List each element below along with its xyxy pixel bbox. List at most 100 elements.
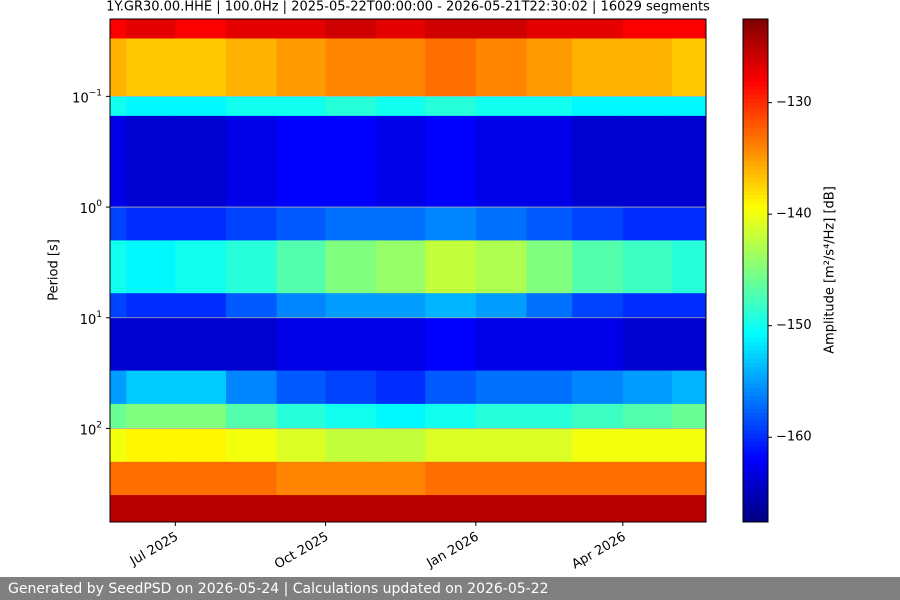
heatmap-cell: [126, 207, 176, 241]
colorbar-step: [743, 425, 768, 431]
heatmap-cell: [572, 370, 624, 405]
heatmap-cell: [475, 317, 527, 372]
heatmap-cell: [325, 293, 377, 319]
x-tick-label: Jan 2026: [424, 530, 482, 572]
colorbar-step: [743, 81, 768, 87]
heatmap-cell: [572, 428, 624, 463]
heatmap-cell: [425, 317, 477, 372]
y-tick-base: 10: [80, 423, 97, 438]
heatmap-cell: [671, 240, 707, 294]
heatmap-cell: [225, 428, 278, 463]
heatmap-cell: [110, 495, 127, 523]
colorbar-step: [743, 56, 768, 62]
colorbar-step: [743, 429, 768, 435]
heatmap-cell: [526, 19, 573, 39]
x-tick-label: Oct 2025: [272, 530, 331, 573]
heatmap-cell: [276, 428, 327, 463]
colorbar-step: [743, 379, 768, 385]
colorbar-step: [743, 299, 768, 305]
heatmap-cell: [475, 370, 527, 405]
y-tick-base: 10: [80, 202, 97, 217]
colorbar-step: [743, 161, 768, 167]
heatmap-cell: [526, 370, 573, 405]
heatmap-cell: [526, 461, 573, 496]
colorbar-step: [743, 77, 768, 83]
colorbar-step: [743, 471, 768, 477]
heatmap-cell: [225, 240, 278, 294]
y-axis-label: Period [s]: [47, 239, 62, 301]
colorbar-step: [743, 463, 768, 469]
heatmap-cell: [671, 461, 707, 496]
heatmap-cell: [526, 96, 573, 117]
y-tick-base: 10: [72, 91, 89, 106]
heatmap-cell: [110, 317, 127, 372]
colorbar-step: [743, 417, 768, 422]
heatmap-cell: [622, 207, 673, 241]
footer-text: Generated by SeedPSD on 2026-05-24 | Cal…: [8, 581, 549, 597]
heatmap-cell: [376, 38, 426, 97]
heatmap-cell: [572, 461, 624, 496]
heatmap-cell: [126, 461, 176, 496]
colorbar-step: [743, 333, 768, 339]
colorbar-step: [743, 421, 768, 427]
colorbar-step: [743, 216, 768, 221]
colorbar-step: [743, 283, 768, 288]
heatmap-cell: [526, 115, 573, 208]
colorbar-step: [743, 65, 768, 70]
colorbar-step: [743, 144, 768, 150]
heatmap-cell: [175, 96, 227, 117]
heatmap-cell: [376, 207, 426, 241]
colorbar-step: [743, 501, 768, 506]
colorbar-step: [743, 438, 768, 443]
heatmap-cell: [622, 370, 673, 405]
heatmap-cell: [225, 495, 278, 523]
colorbar-step: [743, 157, 768, 163]
heatmap-cell: [225, 207, 278, 241]
heatmap-cell: [671, 293, 707, 319]
heatmap-cell: [175, 115, 227, 208]
heatmap-cell: [175, 19, 227, 39]
heatmap-cell: [671, 370, 707, 405]
heatmap-cell: [126, 428, 176, 463]
heatmap-cell: [110, 403, 127, 429]
colorbar-step: [743, 341, 768, 347]
heatmap-cell: [325, 240, 377, 294]
heatmap-cell: [126, 403, 176, 429]
colorbar-step: [743, 165, 768, 171]
colorbar-step: [743, 44, 768, 49]
heatmap-cell: [622, 115, 673, 208]
colorbar-step: [743, 354, 768, 360]
heatmap-cell: [276, 19, 327, 39]
heatmap-cell: [526, 207, 573, 241]
heatmap-cell: [175, 403, 227, 429]
colorbar-step: [743, 48, 768, 54]
colorbar-step: [743, 94, 768, 100]
colorbar-step: [743, 467, 768, 473]
heatmap-cell: [526, 403, 573, 429]
heatmap-cell: [376, 461, 426, 496]
colorbar-step: [743, 178, 768, 183]
heatmap-cell: [126, 370, 176, 405]
heatmap-cell: [425, 495, 477, 523]
heatmap-cell: [126, 495, 176, 523]
heatmap-cell: [325, 207, 377, 241]
colorbar-step: [743, 358, 768, 364]
colorbar-step: [743, 442, 768, 448]
heatmap-cell: [475, 207, 527, 241]
colorbar-step: [743, 119, 768, 125]
heatmap-cell: [671, 207, 707, 241]
heatmap-cell: [622, 403, 673, 429]
colorbar-step: [743, 23, 768, 28]
heatmap-cell: [325, 495, 377, 523]
heatmap-cell: [475, 96, 527, 117]
colorbar-step: [743, 383, 768, 389]
y-tick-label: 100: [80, 199, 103, 217]
colorbar-step: [743, 69, 768, 74]
heatmap-cell: [175, 461, 227, 496]
heatmap-cell: [475, 403, 527, 429]
heatmap-cell: [325, 428, 377, 463]
x-tick-label: Jul 2025: [127, 530, 181, 570]
colorbar-step: [743, 400, 768, 406]
heatmap-cell: [110, 240, 127, 294]
colorbar-tick-label: −140: [776, 207, 812, 222]
